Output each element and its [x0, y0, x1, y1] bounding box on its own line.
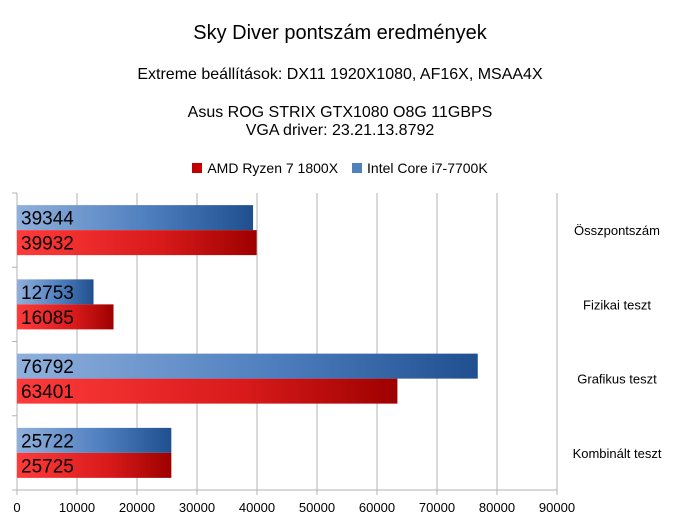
chart-title: Sky Diver pontszám eredmények [193, 22, 487, 44]
legend-item-intel: Intel Core i7-7700K [352, 160, 488, 176]
data-label-intel: 76792 [21, 357, 74, 378]
chart-subtitle-gpu: Asus ROG STRIX GTX1080 O8G 11GBPS [187, 104, 493, 121]
data-label-intel: 39344 [21, 209, 74, 230]
legend-label-amd: AMD Ryzen 7 1800X [207, 160, 339, 176]
category-label: Grafikus teszt [577, 372, 657, 387]
legend-swatch-amd [192, 163, 203, 173]
data-label-amd: 25725 [21, 456, 74, 477]
x-tick-label: 10000 [59, 500, 95, 515]
bar-intel [17, 353, 478, 379]
bar-amd [17, 230, 257, 256]
x-tick-label: 30000 [179, 500, 215, 515]
x-tick-label: 80000 [479, 500, 515, 515]
chart-legend: AMD Ryzen 7 1800X Intel Core i7-7700K [0, 160, 680, 176]
x-tick-label: 90000 [539, 500, 575, 515]
data-label-amd: 63401 [21, 382, 74, 403]
legend-swatch-intel [352, 163, 363, 173]
category-label: Kombinált teszt [573, 446, 662, 461]
data-label-amd: 39932 [21, 234, 74, 255]
bar-amd [17, 304, 114, 330]
bar-amd [17, 378, 398, 404]
bar-intel [17, 279, 94, 305]
category-label: Fizikai teszt [583, 297, 651, 312]
data-label-amd: 16085 [21, 308, 74, 329]
legend-item-amd: AMD Ryzen 7 1800X [192, 160, 338, 176]
bar-amd [17, 452, 172, 478]
legend-label-intel: Intel Core i7-7700K [367, 160, 488, 176]
category-label: Összpontszám [574, 223, 660, 238]
x-tick-label: 20000 [119, 500, 155, 515]
x-tick-label: 0 [13, 500, 20, 515]
data-label-intel: 25722 [21, 431, 74, 452]
chart-subtitle-settings: Extreme beállítások: DX11 1920X1080, AF1… [137, 66, 543, 83]
data-label-intel: 12753 [21, 283, 74, 304]
x-tick-label: 70000 [419, 500, 455, 515]
x-tick-label: 50000 [299, 500, 335, 515]
bar-intel [17, 427, 172, 453]
bar-intel [17, 205, 254, 231]
chart-subtitle-driver: VGA driver: 23.21.13.8792 [245, 122, 435, 139]
x-tick-label: 40000 [239, 500, 275, 515]
x-tick-label: 60000 [359, 500, 395, 515]
